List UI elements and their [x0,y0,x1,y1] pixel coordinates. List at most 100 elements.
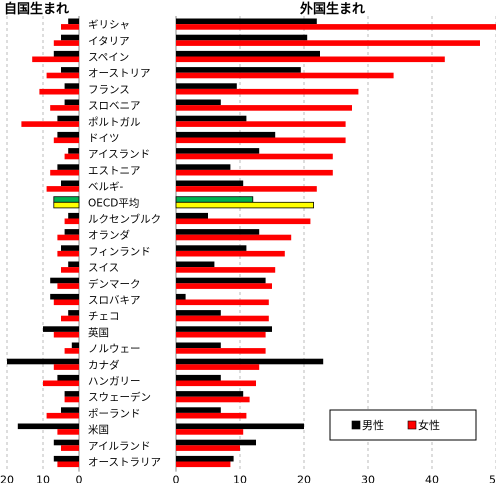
legend-swatch-female [407,420,417,430]
right-tick-label: 10 [233,474,247,483]
left-bar-male [61,407,79,413]
left-bar-female [57,429,79,435]
right-bar-male [176,261,215,268]
right-bar-female [176,267,276,273]
right-bar-female [176,331,266,338]
right-bar-male [176,212,208,219]
right-tick-label: 40 [425,474,439,483]
right-bar-male [176,326,272,332]
left-bar-female [61,267,79,273]
left-bar-female [50,105,79,111]
left-bar-female [53,40,79,46]
category-label: スペイン [88,52,129,64]
left-bar-female [46,186,79,192]
category-label: エストニア [88,165,141,177]
left-bar-female [57,250,79,257]
left-bar-male [53,455,79,462]
right-bars [175,18,496,468]
right-bar-female [176,283,272,289]
right-bar-female [176,445,240,451]
category-label: オーストリア [88,68,150,80]
right-bar-female [176,250,285,257]
right-bar-male [176,293,186,300]
left-bar-female [61,315,79,322]
left-bar-male [61,245,79,251]
category-label: アイルランド [88,440,150,452]
right-bar-female [175,201,315,209]
right-chart-title: 外国生まれ [299,1,365,17]
category-label: アイスランド [88,149,150,161]
left-chart-title: 自国生まれ [4,1,69,17]
right-bar-male [176,310,221,316]
left-bar-female [53,137,79,144]
left-bar-male [7,358,79,365]
left-bar-male [50,293,79,300]
left-bar-male [57,374,79,381]
category-label: 米国 [88,423,109,436]
left-bar-female [53,299,79,306]
right-bar-female [176,72,394,79]
right-bar-male [176,50,320,57]
right-bar-male [176,342,221,349]
right-tick-label: 20 [297,474,311,483]
left-bar-female [64,396,79,403]
legend: 男性 女性 [329,409,477,441]
right-bar-male [176,83,237,89]
right-bar-male [176,229,260,235]
right-bar-female [176,56,445,63]
left-bar-male [64,83,79,89]
category-label: ポーランド [88,408,141,420]
left-tick-label: 0 [76,474,83,483]
right-bar-female [176,380,256,387]
left-bar-male [61,34,79,41]
right-bar-male [176,180,244,187]
left-bar-female [64,153,79,160]
left-bar-male [53,50,79,57]
category-label: カナダ [88,358,120,371]
left-bar-male [68,310,79,316]
category-label: フィンランド [88,246,151,258]
left-bar-female [57,283,79,289]
right-bar-female [176,153,333,160]
category-label: ハンガリー [88,376,141,388]
right-bar-female [176,429,244,435]
right-tick-label: 50 [489,474,496,483]
left-bar-male [68,212,79,219]
left-bar-female [61,24,79,30]
left-bar-female [61,445,79,451]
right-tick-label: 0 [173,474,180,483]
right-bar-male [176,391,244,397]
left-bar-male [68,18,79,25]
right-bar-female [176,24,496,30]
left-bar-male [68,261,79,268]
right-bar-female [176,121,346,127]
left-bar-female [53,201,80,209]
right-bar-female [176,396,250,403]
left-bar-male [53,439,79,446]
right-tick-label: 30 [361,474,375,483]
category-label: ルクセンブルク [88,213,161,226]
right-bar-female [176,412,247,419]
category-label: ポルトガル [88,116,141,128]
left-bar-male [68,148,79,154]
category-label: オーストラリア [88,457,161,469]
right-bar-female [176,461,231,468]
right-bar-female [176,315,269,322]
right-bar-male [176,374,221,381]
left-bar-male [64,229,79,235]
category-label: デンマーク [88,277,141,290]
left-bar-female [57,461,79,468]
left-bar-male [50,277,79,284]
category-label: イタリア [88,35,130,47]
right-bar-male [176,99,221,106]
category-label: オランダ [88,229,130,242]
category-label: フランス [88,84,130,96]
category-label: ドイツ [88,133,120,145]
category-label: ベルギ- [88,181,123,193]
right-bar-male [176,164,231,170]
right-bar-male [176,67,301,73]
left-bar-male [57,115,79,122]
right-bar-male [176,423,304,430]
left-bar-female [21,121,79,127]
right-bar-male [176,277,266,284]
